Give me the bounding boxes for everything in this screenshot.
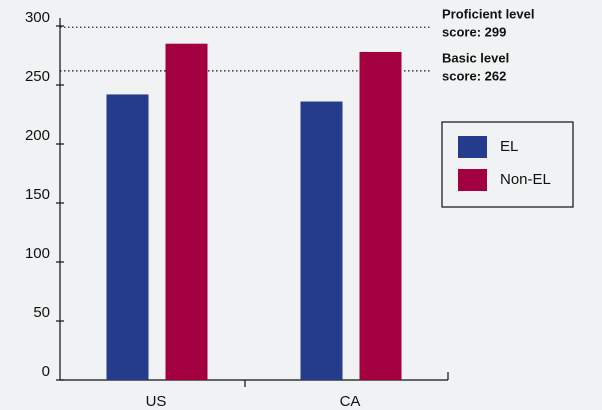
y-tick-label: 200 <box>25 127 50 144</box>
legend-swatch <box>458 169 487 191</box>
y-tick-label: 100 <box>25 245 50 262</box>
y-tick-label: 150 <box>25 186 50 203</box>
legend-swatch <box>458 136 487 158</box>
x-tick-label: CA <box>340 393 361 410</box>
y-tick-label: 250 <box>25 68 50 85</box>
bar <box>106 94 149 380</box>
bar <box>359 51 402 381</box>
reference-label: Basic level <box>442 50 509 65</box>
legend-label: Non-EL <box>500 171 551 188</box>
bar <box>165 43 208 380</box>
y-tick-label: 50 <box>33 304 50 321</box>
bar <box>300 101 343 381</box>
y-tick-label: 0 <box>42 363 50 380</box>
reference-label: score: 299 <box>442 25 506 40</box>
reference-label: Proficient level <box>442 7 534 22</box>
legend-box <box>441 121 574 208</box>
x-tick-label: US <box>146 393 167 410</box>
reference-label: score: 262 <box>442 68 506 83</box>
y-tick-label: 300 <box>25 9 50 26</box>
legend-label: EL <box>500 138 518 155</box>
